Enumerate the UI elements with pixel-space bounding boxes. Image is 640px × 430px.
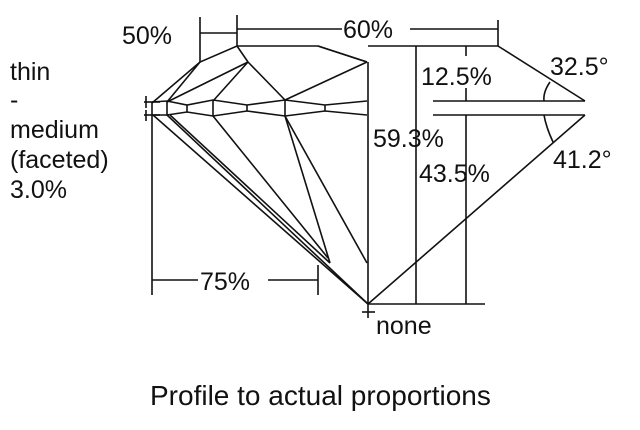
total-depth-label: 59.3% [373, 125, 444, 153]
star-length-label: 50% [122, 22, 172, 50]
culet-label: none [376, 312, 432, 340]
dimension-lines [144, 15, 499, 318]
pavilion-angle-label: 41.2° [553, 146, 612, 174]
girdle [151, 99, 368, 117]
crown-outline [151, 45, 368, 104]
girdle-label-line: 3.0% [10, 176, 67, 204]
pavilion-outline [152, 62, 369, 305]
girdle-label-line: thin [10, 58, 50, 86]
table-label: 60% [343, 16, 393, 44]
girdle-label-line: - [10, 86, 18, 114]
girdle-label-line: medium [10, 116, 99, 144]
caption: Profile to actual proportions [150, 380, 491, 411]
girdle-label-line: (faceted) [10, 146, 109, 174]
crown-height-label: 12.5% [421, 63, 492, 91]
lower-half-label: 75% [200, 268, 250, 296]
right-profile [367, 45, 586, 305]
crown-angle-label: 32.5° [550, 53, 609, 81]
crown-angle-arc [543, 81, 551, 102]
pavilion-depth-label: 43.5% [419, 160, 490, 188]
girdle-label: thin - medium (faceted) 3.0% [10, 58, 109, 204]
pavilion-angle-arc [543, 114, 554, 143]
